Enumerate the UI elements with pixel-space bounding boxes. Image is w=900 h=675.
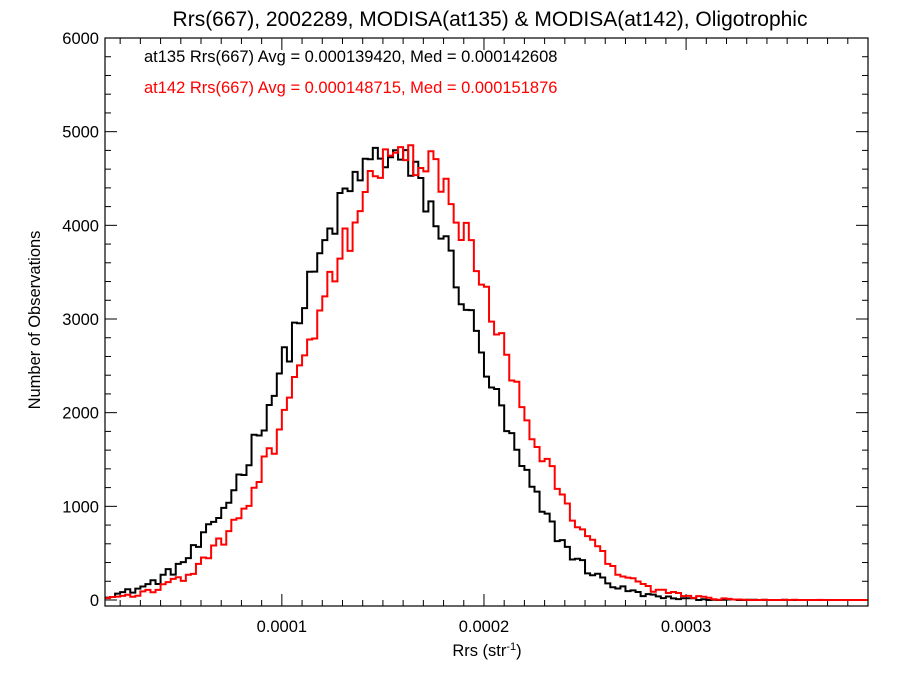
plot-frame <box>104 37 869 607</box>
x-tick-label: 0.0002 <box>459 618 509 636</box>
y-tick-label: 0 <box>90 592 99 610</box>
y-tick-label: 3000 <box>62 311 99 329</box>
annotation-at135: at135 Rrs(667) Avg = 0.000139420, Med = … <box>144 48 557 66</box>
y-tick-label: 4000 <box>62 217 99 235</box>
series-at135-histogram <box>105 146 868 601</box>
annotation-at142: at142 Rrs(667) Avg = 0.000148715, Med = … <box>144 79 557 97</box>
x-tick-label: 0.0003 <box>661 618 711 636</box>
y-tick-label: 5000 <box>62 124 99 142</box>
series-at142-histogram <box>105 144 868 601</box>
chart-title: Rrs(667), 2002289, MODISA(at135) & MODIS… <box>173 8 808 31</box>
x-tick-label: 0.0001 <box>257 618 307 636</box>
y-axis-label: Number of Observations <box>26 231 44 410</box>
y-tick-label: 1000 <box>62 498 99 516</box>
y-tick-label: 6000 <box>62 30 99 48</box>
x-axis-label: Rrs (str-1) <box>452 641 521 660</box>
y-tick-label: 2000 <box>62 405 99 423</box>
